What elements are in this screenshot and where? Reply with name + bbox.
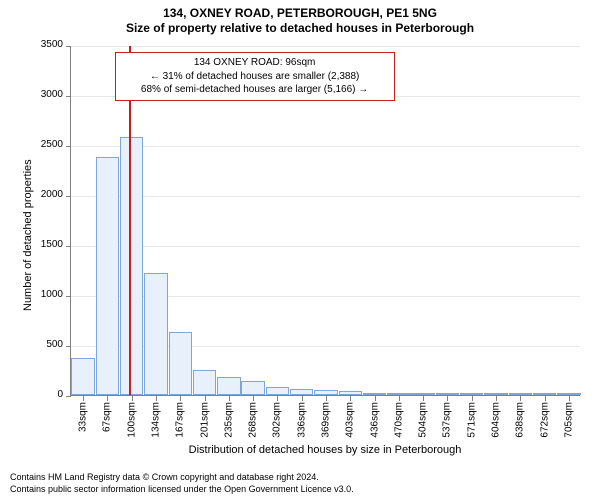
x-tick-label: 201sqm <box>199 402 210 438</box>
plot-area: 050010001500200025003000350033sqm67sqm10… <box>70 46 580 396</box>
x-axis-label: Distribution of detached houses by size … <box>70 444 580 456</box>
histogram-bar <box>387 393 410 395</box>
y-tick-label: 500 <box>46 339 63 350</box>
annotation-box: 134 OXNEY ROAD: 96sqm← 31% of detached h… <box>115 52 395 101</box>
x-tick-label: 369sqm <box>321 402 332 438</box>
footer-line2: Contains public sector information licen… <box>10 484 354 496</box>
y-tick-label: 3000 <box>41 89 63 100</box>
y-tick-label: 1000 <box>41 289 63 300</box>
histogram-bar <box>71 358 94 395</box>
histogram-bar <box>314 390 337 395</box>
histogram-bar <box>169 332 192 395</box>
histogram-bar <box>363 393 386 395</box>
chart-title: 134, OXNEY ROAD, PETERBOROUGH, PE1 5NG S… <box>0 0 600 36</box>
title-line1: 134, OXNEY ROAD, PETERBOROUGH, PE1 5NG <box>0 6 600 21</box>
x-tick-label: 302sqm <box>272 402 283 438</box>
gridline <box>71 246 580 247</box>
x-tick-label: 67sqm <box>102 402 113 432</box>
x-tick-label: 134sqm <box>151 402 162 438</box>
histogram-bar <box>193 370 216 395</box>
footer-line1: Contains HM Land Registry data © Crown c… <box>10 472 354 484</box>
histogram-bar <box>241 381 264 395</box>
y-tick-label: 2500 <box>41 139 63 150</box>
histogram-bar <box>557 393 580 395</box>
x-tick-label: 705sqm <box>563 402 574 438</box>
x-tick-label: 268sqm <box>248 402 259 438</box>
x-tick-label: 571sqm <box>466 402 477 438</box>
histogram-bar <box>460 393 483 395</box>
footer-attribution: Contains HM Land Registry data © Crown c… <box>10 472 354 495</box>
annotation-line-2: ← 31% of detached houses are smaller (2,… <box>124 70 386 84</box>
y-tick-label: 2000 <box>41 189 63 200</box>
histogram-bar <box>436 393 459 395</box>
y-tick-label: 3500 <box>41 39 63 50</box>
gridline <box>71 196 580 197</box>
histogram-bar <box>120 137 143 395</box>
histogram-bar <box>144 273 167 395</box>
x-tick-label: 436sqm <box>369 402 380 438</box>
x-tick-label: 167sqm <box>175 402 186 438</box>
histogram-bar <box>509 393 532 395</box>
x-tick-label: 672sqm <box>539 402 550 438</box>
x-tick-label: 100sqm <box>126 402 137 438</box>
annotation-line-3: 68% of semi-detached houses are larger (… <box>124 83 386 97</box>
annotation-line-1: 134 OXNEY ROAD: 96sqm <box>124 56 386 70</box>
x-tick-label: 604sqm <box>491 402 502 438</box>
x-tick-label: 33sqm <box>78 402 89 432</box>
x-tick-label: 403sqm <box>345 402 356 438</box>
y-tick-label: 1500 <box>41 239 63 250</box>
histogram-bar <box>533 393 556 395</box>
histogram-bar <box>484 393 507 395</box>
x-tick-label: 470sqm <box>393 402 404 438</box>
histogram-bar <box>96 157 119 395</box>
title-line2: Size of property relative to detached ho… <box>0 21 600 36</box>
x-tick-label: 537sqm <box>442 402 453 438</box>
x-tick-label: 504sqm <box>418 402 429 438</box>
y-tick-label: 0 <box>57 389 63 400</box>
gridline <box>71 46 580 47</box>
x-tick-label: 235sqm <box>223 402 234 438</box>
histogram-bar <box>217 377 240 395</box>
histogram-bar <box>290 389 313 395</box>
histogram-bar <box>266 387 289 395</box>
x-tick-label: 336sqm <box>296 402 307 438</box>
gridline <box>71 146 580 147</box>
histogram-bar <box>411 393 434 395</box>
histogram-bar <box>339 391 362 395</box>
y-axis-label: Number of detached properties <box>22 159 34 311</box>
x-tick-label: 638sqm <box>515 402 526 438</box>
